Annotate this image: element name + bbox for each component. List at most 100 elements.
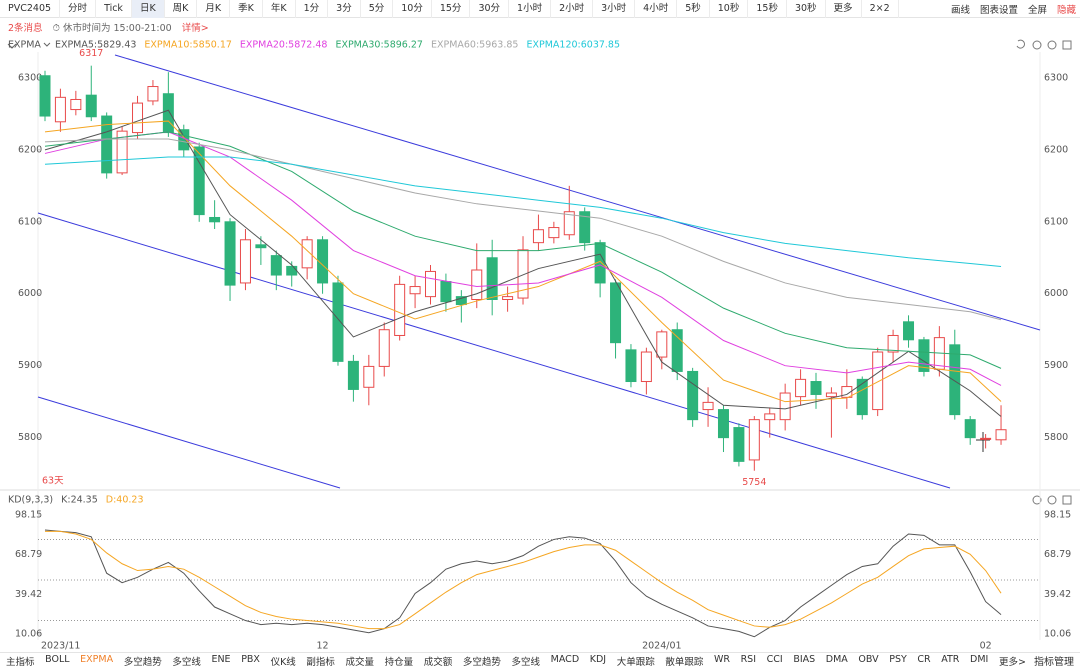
- indicator-tab[interactable]: 多空线: [172, 656, 201, 668]
- y-tick-label: 68.79: [15, 549, 42, 560]
- timeframe-tab[interactable]: 更多: [826, 0, 862, 18]
- indicator-tab[interactable]: 多空线: [511, 656, 541, 668]
- zoom-out[interactable]: [1032, 40, 1042, 50]
- indicator-tab[interactable]: 成交量: [345, 656, 375, 668]
- timeframe-tab[interactable]: 1小时: [509, 0, 552, 18]
- extreme-label: 6317: [79, 48, 103, 59]
- messages[interactable]: 2条消息: [8, 22, 43, 34]
- candle-body: [239, 239, 251, 284]
- indicator-tab[interactable]: 散单跟踪: [665, 656, 704, 668]
- kd-settings[interactable]: [1062, 495, 1072, 505]
- timeframe-tab[interactable]: 周K: [165, 0, 198, 18]
- indicator-tab[interactable]: WR: [713, 653, 730, 665]
- y-tick-label: 5800: [1044, 432, 1068, 443]
- x-tick-label: 12: [317, 641, 329, 652]
- candle-body: [841, 386, 853, 398]
- trend-line[interactable]: [114, 54, 1041, 331]
- candle-body: [687, 370, 699, 421]
- indicator-tab[interactable]: DMA: [825, 653, 848, 665]
- indicator-tab[interactable]: 成交额: [423, 656, 453, 668]
- candle-body: [810, 381, 822, 395]
- indicator-tab[interactable]: 大单跟踪: [616, 656, 655, 668]
- candle-body: [317, 239, 329, 284]
- timeframe-tab[interactable]: 3小时: [593, 0, 636, 18]
- timeframe-tab[interactable]: 30分: [470, 0, 510, 18]
- indicator-tab[interactable]: ENE: [211, 653, 231, 665]
- indicator-tab[interactable]: MACD: [550, 653, 580, 665]
- timeframe-tab[interactable]: 5分: [361, 0, 394, 18]
- candle-body: [440, 281, 452, 303]
- candle-body: [610, 282, 622, 344]
- indicator-tab[interactable]: ATR: [941, 653, 960, 665]
- indicator-tab[interactable]: 多空趋势: [123, 656, 162, 668]
- timeframe-tab[interactable]: 分时: [60, 0, 97, 18]
- timeframe-tab[interactable]: 1分: [296, 0, 329, 18]
- legend-entry: EXPMA10:5850.17: [144, 40, 232, 51]
- timeframe-tab[interactable]: 年K: [263, 0, 296, 18]
- y-tick-label: 6100: [1044, 216, 1068, 227]
- kd-line: [45, 530, 1002, 630]
- candle-body: [209, 216, 221, 223]
- candle-body: [502, 296, 514, 300]
- candle-body: [532, 229, 544, 244]
- timeframe-tab[interactable]: 4小时: [635, 0, 678, 18]
- y-tick-label: 39.42: [1044, 589, 1071, 600]
- candle-body: [378, 329, 390, 367]
- candle-body: [54, 96, 66, 123]
- tool-button[interactable]: 图表设置: [979, 5, 1018, 16]
- reset-icon[interactable]: [1016, 39, 1025, 49]
- indicator-tab[interactable]: PBX: [241, 653, 260, 665]
- trend-line[interactable]: [37, 212, 951, 489]
- indicator-tab[interactable]: CR: [917, 653, 931, 665]
- timeframe-tab[interactable]: 10秒: [710, 0, 749, 18]
- tool-button[interactable]: 画线: [950, 5, 970, 16]
- timeframe-tab[interactable]: 2小时: [551, 0, 594, 18]
- trend-line[interactable]: [37, 396, 341, 489]
- indicator-tab[interactable]: 多空趋势: [462, 656, 501, 668]
- chart-controls: [1016, 39, 1072, 505]
- zoom-in[interactable]: [1047, 40, 1057, 50]
- candle-body: [347, 360, 359, 390]
- timeframe-tab[interactable]: 10分: [393, 0, 432, 18]
- candle-body: [132, 102, 144, 134]
- indicator-tab[interactable]: RSI: [740, 653, 757, 665]
- timeframe-tab[interactable]: 15分: [432, 0, 471, 18]
- timeframe-tab[interactable]: Tick: [96, 0, 132, 18]
- indicator-tab[interactable]: 主指标: [6, 656, 35, 668]
- indicator-tab[interactable]: OBV: [858, 653, 879, 665]
- candle-body: [964, 419, 976, 439]
- candle-body: [224, 221, 236, 286]
- indicator-tab[interactable]: 仪K线: [270, 656, 296, 668]
- kd-zoom-in[interactable]: [1047, 495, 1057, 505]
- timeframe-tab[interactable]: 月K: [197, 0, 231, 18]
- timeframe-tab[interactable]: 30秒: [787, 0, 826, 18]
- candle-body: [779, 392, 791, 421]
- symbol[interactable]: PVC2405: [0, 0, 61, 18]
- tool-button[interactable]: 全屏: [1027, 5, 1047, 16]
- indicator-tab[interactable]: PSY: [889, 653, 907, 665]
- candle-body: [363, 365, 375, 388]
- indicator-tab[interactable]: CCI: [766, 653, 783, 665]
- legend-chevron[interactable]: [7, 43, 17, 49]
- timeframe-tab[interactable]: 季K: [230, 0, 263, 18]
- toolbar: PVC2405 分时 Tick 日K 周K 月K 季K 年K 1分 3分 5分 10分 15分 30分 1…: [0, 0, 1080, 18]
- settings-icon[interactable]: [1062, 40, 1072, 50]
- details-link[interactable]: 详情>: [181, 22, 209, 34]
- tool-group: 画线 图表设置 全屏 隐藏: [951, 0, 1076, 18]
- indicator-tab[interactable]: KDJ: [589, 653, 607, 665]
- timeframe-tab[interactable]: 3分: [328, 0, 361, 18]
- timeframe-tab[interactable]: 5秒: [677, 0, 710, 18]
- indicator-tab[interactable]: 副指标: [306, 656, 335, 668]
- timeframe-tab[interactable]: 2×2: [862, 0, 899, 18]
- indicator-manage[interactable]: 指标管理: [1034, 657, 1074, 668]
- indicator-tab[interactable]: BOLL: [45, 653, 70, 665]
- indicator-tab[interactable]: EXPMA: [80, 653, 114, 665]
- timeframe-tab[interactable]: 15秒: [748, 0, 787, 18]
- timeframe-tab[interactable]: 日K: [131, 0, 165, 18]
- indicator-tab[interactable]: 持仓量: [384, 656, 414, 668]
- indicator-tab[interactable]: BIAS: [793, 653, 816, 665]
- indicator-tab[interactable]: DMI: [970, 653, 989, 665]
- kd-zoom-out[interactable]: [1032, 495, 1042, 505]
- tool-button[interactable]: 隐藏: [1056, 5, 1076, 16]
- indicator-tab[interactable]: 更多>: [998, 656, 1026, 668]
